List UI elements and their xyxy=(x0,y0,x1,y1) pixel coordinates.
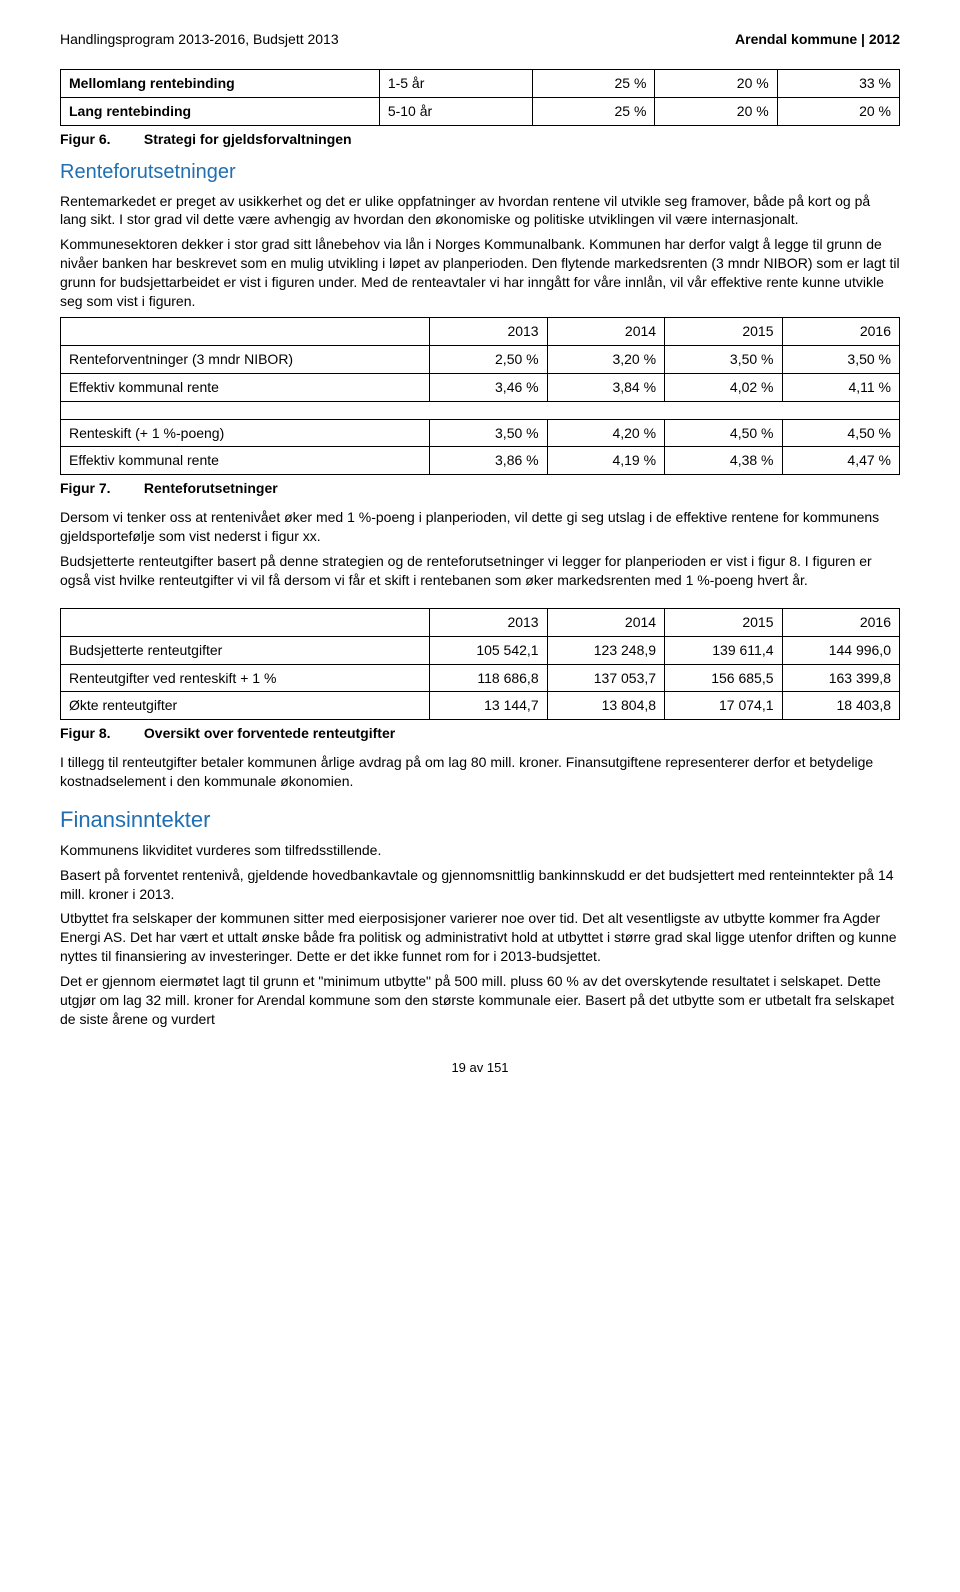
paragraph: Rentemarkedet er preget av usikkerhet og… xyxy=(60,192,900,230)
table-row: Økte renteutgifter 13 144,7 13 804,8 17 … xyxy=(61,692,900,720)
fig-num: Figur 7. xyxy=(60,479,140,498)
cell: 3,86 % xyxy=(430,447,547,475)
cell: 3,20 % xyxy=(547,345,664,373)
cell-label: Budsjetterte renteutgifter xyxy=(61,636,430,664)
table-row: Renteskift (+ 1 %-poeng) 3,50 % 4,20 % 4… xyxy=(61,419,900,447)
cell: 156 685,5 xyxy=(665,664,782,692)
cell-label: Renteutgifter ved renteskift + 1 % xyxy=(61,664,430,692)
cell: 163 399,8 xyxy=(782,664,899,692)
cell: 3,50 % xyxy=(665,345,782,373)
table-row: Mellomlang rentebinding 1-5 år 25 % 20 %… xyxy=(61,69,900,97)
cell-label: Effektiv kommunal rente xyxy=(61,373,430,401)
paragraph: Det er gjennom eiermøtet lagt til grunn … xyxy=(60,972,900,1029)
cell: 4,19 % xyxy=(547,447,664,475)
page-footer: 19 av 151 xyxy=(60,1059,900,1077)
fig-text: Renteforutsetninger xyxy=(144,480,278,496)
spacer-row xyxy=(61,401,900,419)
cell-label: Økte renteutgifter xyxy=(61,692,430,720)
col-header xyxy=(61,608,430,636)
col-header: 2015 xyxy=(665,317,782,345)
col-header: 2015 xyxy=(665,608,782,636)
paragraph: Budsjetterte renteutgifter basert på den… xyxy=(60,552,900,590)
section-renteforutsetninger: Renteforutsetninger xyxy=(60,159,900,186)
cell: 144 996,0 xyxy=(782,636,899,664)
paragraph: Kommunens likviditet vurderes som tilfre… xyxy=(60,841,900,860)
cell: 4,11 % xyxy=(782,373,899,401)
cell: 4,20 % xyxy=(547,419,664,447)
table-row: Effektiv kommunal rente 3,86 % 4,19 % 4,… xyxy=(61,447,900,475)
paragraph: Utbyttet fra selskaper der kommunen sitt… xyxy=(60,909,900,966)
col-header: 2016 xyxy=(782,317,899,345)
cell: 20 % xyxy=(655,97,777,125)
header-left: Handlingsprogram 2013-2016, Budsjett 201… xyxy=(60,30,339,49)
cell: 137 053,7 xyxy=(547,664,664,692)
cell: 3,84 % xyxy=(547,373,664,401)
figure-caption-7: Figur 7. Renteforutsetninger xyxy=(60,479,900,498)
table-row: Renteutgifter ved renteskift + 1 % 118 6… xyxy=(61,664,900,692)
cell-label: Effektiv kommunal rente xyxy=(61,447,430,475)
cell: 3,50 % xyxy=(782,345,899,373)
cell: 20 % xyxy=(655,69,777,97)
col-header xyxy=(61,317,430,345)
cell: 4,47 % xyxy=(782,447,899,475)
cell: 20 % xyxy=(777,97,899,125)
cell: 5-10 år xyxy=(379,97,532,125)
cell: 4,38 % xyxy=(665,447,782,475)
cell: 25 % xyxy=(533,97,655,125)
table-renteutgifter: 2013 2014 2015 2016 Budsjetterte renteut… xyxy=(60,608,900,721)
fig-num: Figur 6. xyxy=(60,130,140,149)
cell: 4,50 % xyxy=(665,419,782,447)
cell: 25 % xyxy=(533,69,655,97)
col-header: 2014 xyxy=(547,317,664,345)
section-finansinntekter: Finansinntekter xyxy=(60,805,900,835)
col-header: 2013 xyxy=(430,608,547,636)
page-header: Handlingsprogram 2013-2016, Budsjett 201… xyxy=(60,30,900,49)
cell: 1-5 år xyxy=(379,69,532,97)
header-right: Arendal kommune | 2012 xyxy=(735,30,900,49)
fig-text: Oversikt over forventede renteutgifter xyxy=(144,725,395,741)
cell: 2,50 % xyxy=(430,345,547,373)
table-row: Effektiv kommunal rente 3,46 % 3,84 % 4,… xyxy=(61,373,900,401)
cell: 4,02 % xyxy=(665,373,782,401)
cell: 139 611,4 xyxy=(665,636,782,664)
cell-label: Lang rentebinding xyxy=(69,103,191,119)
cell: 18 403,8 xyxy=(782,692,899,720)
cell-label: Renteskift (+ 1 %-poeng) xyxy=(61,419,430,447)
fig-text: Strategi for gjeldsforvaltningen xyxy=(144,131,352,147)
table-header-row: 2013 2014 2015 2016 xyxy=(61,608,900,636)
cell: 105 542,1 xyxy=(430,636,547,664)
table-renteforutsetninger: 2013 2014 2015 2016 Renteforventninger (… xyxy=(60,317,900,475)
paragraph: Basert på forventet rentenivå, gjeldende… xyxy=(60,866,900,904)
cell-label: Renteforventninger (3 mndr NIBOR) xyxy=(61,345,430,373)
cell: 3,46 % xyxy=(430,373,547,401)
table-row: Budsjetterte renteutgifter 105 542,1 123… xyxy=(61,636,900,664)
cell: 13 804,8 xyxy=(547,692,664,720)
table-row: Renteforventninger (3 mndr NIBOR) 2,50 %… xyxy=(61,345,900,373)
cell: 123 248,9 xyxy=(547,636,664,664)
cell: 33 % xyxy=(777,69,899,97)
table-rentebinding: Mellomlang rentebinding 1-5 år 25 % 20 %… xyxy=(60,69,900,126)
col-header: 2013 xyxy=(430,317,547,345)
paragraph: Kommunesektoren dekker i stor grad sitt … xyxy=(60,235,900,311)
cell: 118 686,8 xyxy=(430,664,547,692)
fig-num: Figur 8. xyxy=(60,724,140,743)
cell: 17 074,1 xyxy=(665,692,782,720)
figure-caption-8: Figur 8. Oversikt over forventede renteu… xyxy=(60,724,900,743)
paragraph: Dersom vi tenker oss at rentenivået øker… xyxy=(60,508,900,546)
cell: 13 144,7 xyxy=(430,692,547,720)
paragraph: I tillegg til renteutgifter betaler komm… xyxy=(60,753,900,791)
cell-label: Mellomlang rentebinding xyxy=(69,75,235,91)
col-header: 2016 xyxy=(782,608,899,636)
col-header: 2014 xyxy=(547,608,664,636)
cell: 4,50 % xyxy=(782,419,899,447)
figure-caption-6: Figur 6. Strategi for gjeldsforvaltninge… xyxy=(60,130,900,149)
cell: 3,50 % xyxy=(430,419,547,447)
table-row: Lang rentebinding 5-10 år 25 % 20 % 20 % xyxy=(61,97,900,125)
table-header-row: 2013 2014 2015 2016 xyxy=(61,317,900,345)
